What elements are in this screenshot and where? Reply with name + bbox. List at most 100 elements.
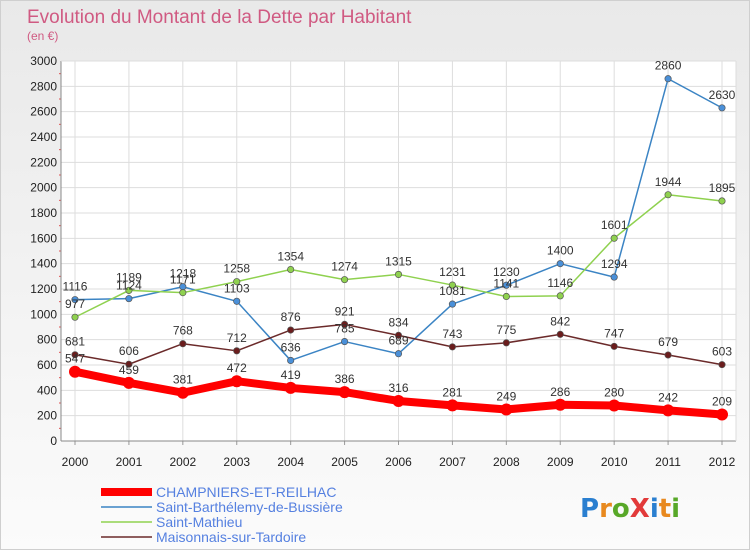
data-point-saint-barth-lemy-de-bussi-re	[125, 295, 133, 303]
data-label-maisonnais-sur-tardoire: 747	[604, 326, 624, 340]
y-tick-label: 1000	[30, 307, 57, 321]
data-point-saint-mathieu	[556, 292, 564, 300]
data-point-maisonnais-sur-tardoire	[341, 320, 349, 328]
data-label-saint-barth-lemy-de-bussi-re: 689	[388, 334, 408, 348]
x-tick-label: 2011	[655, 455, 681, 469]
data-label-saint-mathieu: 1141	[493, 276, 519, 290]
data-label-saint-mathieu: 1258	[223, 262, 250, 276]
logo-letter: i	[671, 494, 680, 524]
x-tick-label: 2002	[169, 455, 196, 469]
data-label-maisonnais-sur-tardoire: 834	[388, 315, 408, 329]
x-tick-label: 2009	[547, 455, 574, 469]
data-point-maisonnais-sur-tardoire	[394, 331, 403, 339]
y-tick-label: 3000	[30, 54, 57, 68]
data-label-saint-barth-lemy-de-bussi-re: 1400	[547, 244, 574, 258]
data-point-champniers-et-reilhac	[608, 399, 621, 412]
y-tick-label: 1800	[30, 206, 57, 220]
data-label-maisonnais-sur-tardoire: 842	[550, 314, 570, 328]
data-label-champniers-et-reilhac: 209	[712, 395, 732, 409]
data-label-saint-mathieu: 1189	[116, 270, 142, 284]
data-label-saint-mathieu: 1354	[277, 249, 304, 263]
data-label-saint-mathieu: 1274	[331, 260, 358, 274]
data-point-maisonnais-sur-tardoire	[179, 340, 187, 348]
data-label-maisonnais-sur-tardoire: 876	[281, 310, 301, 324]
data-label-saint-mathieu: 1146	[547, 276, 573, 290]
data-point-maisonnais-sur-tardoire	[610, 342, 618, 350]
data-point-saint-mathieu	[610, 234, 618, 242]
data-label-champniers-et-reilhac: 281	[442, 385, 462, 399]
y-tick-label: 2800	[30, 79, 57, 93]
data-label-champniers-et-reilhac: 249	[496, 389, 516, 403]
data-label-saint-barth-lemy-de-bussi-re: 1230	[493, 265, 520, 279]
data-label-champniers-et-reilhac: 472	[227, 361, 247, 375]
y-tick-label: 1400	[30, 257, 57, 271]
data-point-saint-mathieu	[718, 197, 726, 205]
proxiti-logo: ProXiti	[580, 494, 680, 524]
data-point-saint-barth-lemy-de-bussi-re	[341, 338, 349, 346]
data-label-saint-mathieu: 1601	[601, 218, 628, 232]
data-point-saint-mathieu	[71, 313, 79, 321]
data-label-saint-barth-lemy-de-bussi-re: 1218	[169, 267, 196, 281]
data-point-maisonnais-sur-tardoire	[287, 326, 295, 334]
y-tick-label: 2000	[30, 181, 57, 195]
data-label-champniers-et-reilhac: 459	[119, 363, 139, 377]
x-tick-label: 2008	[493, 455, 520, 469]
data-label-saint-mathieu: 1315	[385, 254, 412, 268]
data-label-maisonnais-sur-tardoire: 768	[173, 324, 193, 338]
data-label-saint-barth-lemy-de-bussi-re: 1103	[224, 281, 250, 295]
data-point-saint-barth-lemy-de-bussi-re	[287, 356, 295, 364]
x-tick-label: 2004	[277, 455, 304, 469]
data-point-saint-mathieu	[448, 281, 456, 289]
data-point-champniers-et-reilhac	[284, 381, 297, 394]
y-tick-label: 800	[37, 333, 57, 347]
data-label-saint-barth-lemy-de-bussi-re: 1116	[63, 280, 88, 294]
logo-letter: o	[612, 494, 630, 524]
data-point-saint-barth-lemy-de-bussi-re	[233, 297, 241, 305]
data-label-saint-barth-lemy-de-bussi-re: 636	[281, 340, 301, 354]
y-tick-label: 0	[50, 434, 57, 448]
data-point-maisonnais-sur-tardoire	[664, 351, 672, 359]
data-label-champniers-et-reilhac: 381	[173, 373, 193, 387]
legend-label: Saint-Barthélemy-de-Bussière	[156, 499, 343, 515]
x-tick-label: 2010	[601, 455, 628, 469]
data-label-saint-mathieu: 977	[65, 297, 85, 311]
y-tick-label: 1600	[30, 231, 57, 245]
data-point-maisonnais-sur-tardoire	[233, 347, 241, 355]
chart-title: Evolution du Montant de la Dette par Hab…	[27, 7, 412, 28]
data-point-champniers-et-reilhac	[446, 399, 459, 412]
data-label-saint-barth-lemy-de-bussi-re: 1124	[116, 279, 142, 293]
data-label-saint-mathieu: 1944	[655, 175, 682, 189]
y-tick-label: 2400	[30, 130, 57, 144]
data-label-champniers-et-reilhac: 386	[335, 372, 355, 386]
data-point-maisonnais-sur-tardoire	[556, 330, 564, 338]
data-label-saint-mathieu: 1231	[439, 265, 466, 279]
data-point-saint-barth-lemy-de-bussi-re	[610, 273, 618, 281]
data-point-champniers-et-reilhac	[554, 398, 567, 411]
y-tick-label: 600	[37, 358, 57, 372]
data-point-saint-mathieu	[394, 270, 403, 278]
data-point-saint-barth-lemy-de-bussi-re	[448, 300, 456, 308]
data-point-maisonnais-sur-tardoire	[125, 360, 133, 368]
x-tick-label: 2001	[116, 455, 143, 469]
data-label-maisonnais-sur-tardoire: 606	[119, 344, 139, 358]
data-point-champniers-et-reilhac	[392, 394, 405, 407]
data-label-champniers-et-reilhac: 286	[550, 385, 570, 399]
data-point-champniers-et-reilhac	[69, 365, 81, 378]
data-point-maisonnais-sur-tardoire	[718, 361, 726, 369]
data-label-saint-barth-lemy-de-bussi-re: 1081	[439, 284, 466, 298]
data-point-saint-mathieu	[664, 191, 672, 199]
data-label-saint-mathieu: 1171	[170, 273, 196, 287]
x-tick-label: 2006	[385, 455, 412, 469]
x-tick-label: 2000	[62, 455, 89, 469]
logo-letter: t	[659, 494, 671, 524]
logo-letter: i	[650, 494, 659, 524]
data-point-champniers-et-reilhac	[176, 386, 189, 399]
data-point-saint-mathieu	[287, 265, 295, 274]
data-label-maisonnais-sur-tardoire: 603	[712, 345, 732, 359]
data-labels: 1116 1124 1218 1103 636 785 689 1081 1230 1400 129…	[63, 59, 736, 409]
legend: CHAMPNIERS-ET-REILHACSaint-Barthélemy-de…	[101, 484, 343, 545]
x-tick-label: 2003	[223, 455, 250, 469]
data-point-maisonnais-sur-tardoire	[502, 339, 510, 347]
y-tick-label: 200	[37, 409, 57, 423]
